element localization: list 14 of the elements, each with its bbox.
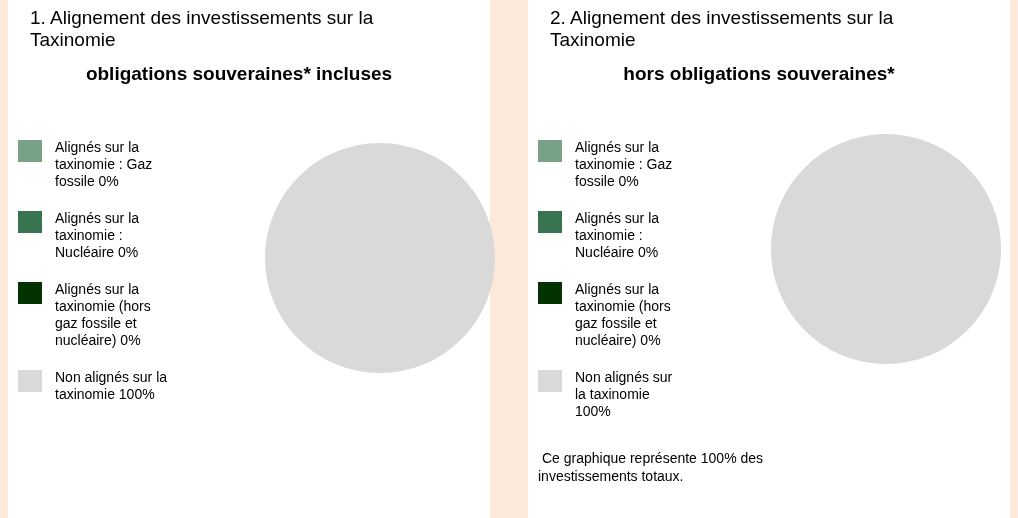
- legend-label: Alignés sur la taxinomie : Nucléaire 0%: [575, 210, 660, 260]
- legend-label: Alignés sur la taxinomie : Gaz fossile 0%: [575, 139, 673, 189]
- legend-label: Alignés sur la taxinomie (hors gaz fossile et nucléaire) 0%: [55, 281, 151, 348]
- legend-label: Alignés sur la taxinomie (hors gaz fossile et nucléaire) 0%: [575, 281, 671, 348]
- legend-label: Non alignés sur la taxinomie: [575, 369, 673, 402]
- chart-subtitle: obligations souveraines* incluses: [85, 63, 393, 84]
- legend-label: Alignés sur la taxinomie : Nucléaire 0%: [55, 210, 140, 260]
- data-label: 100%: [575, 403, 611, 419]
- legend-label: Non alignés sur la taxinomie 100%: [55, 369, 168, 402]
- chart-title: 1. Alignement des investissements sur la Taxinomie: [30, 7, 374, 50]
- chart-subtitle: hors obligations souveraines*: [623, 63, 896, 84]
- legend-label: Alignés sur la taxinomie : Gaz fossile 0%: [55, 139, 153, 189]
- text: Ce graphique représente 100% des investissements totaux.: [538, 450, 764, 484]
- chart-title: 2. Alignement des investissements sur la Taxinomie: [550, 7, 894, 50]
